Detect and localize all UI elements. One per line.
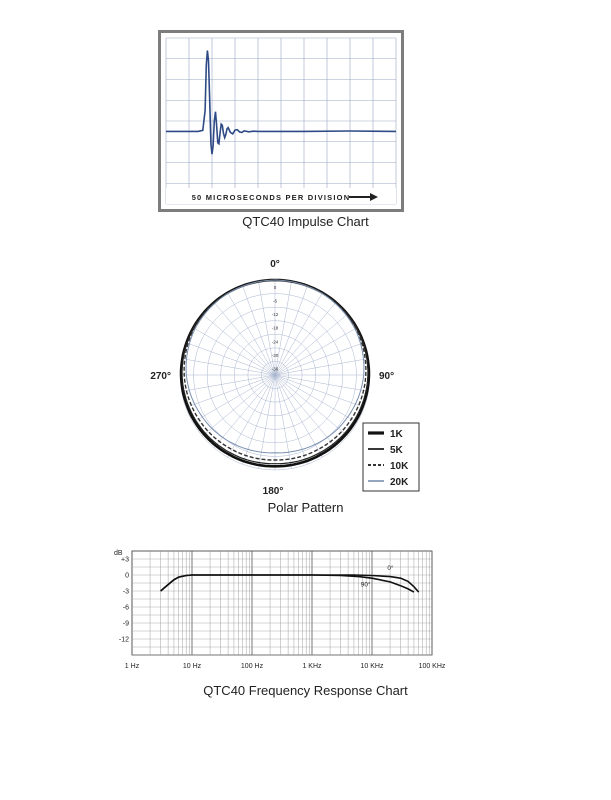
polar-legend-label: 20K — [390, 477, 409, 488]
angle-label-0: 0° — [270, 259, 280, 270]
y-tick-labels: +3 0 -3 -6 -9 -12 — [119, 557, 129, 644]
impulse-chart-title: QTC40 Impulse Chart — [242, 214, 369, 229]
x-tick-label: 10 Hz — [183, 663, 202, 670]
y-tick-label: -6 — [123, 605, 129, 612]
frequency-plot-frame — [131, 550, 433, 656]
polar-series-group — [179, 278, 371, 468]
polar-spoke — [202, 313, 276, 376]
frequency-response-chart: dB +3 0 -3 -6 -9 -12 1 Hz 10 Hz 100 Hz 1 KHz 10 K… — [114, 550, 446, 670]
impulse-chart-grid — [165, 37, 397, 205]
polar-spoke — [274, 342, 365, 376]
polar-spoke — [258, 281, 276, 376]
polar-legend-label: 10K — [390, 461, 409, 472]
impulse-chart: 50 MICROSECONDS PER DIVISION — [158, 30, 404, 212]
polar-curve-20k — [185, 279, 365, 454]
x-tick-labels: 1 Hz 10 Hz 100 Hz 1 KHz 10 KHz 100 KHz — [125, 663, 446, 670]
polar-spoke — [274, 374, 348, 437]
polar-spoke — [274, 358, 369, 376]
impulse-xlabel: 50 MICROSECONDS PER DIVISION — [192, 193, 351, 202]
impulse-trace-group — [166, 50, 397, 155]
x-tick-label: 1 Hz — [125, 663, 140, 670]
y-tick-label: -12 — [119, 637, 129, 644]
polar-spoke — [274, 374, 337, 448]
polar-spoke — [274, 374, 369, 392]
frequency-chart-title: QTC40 Frequency Response Chart — [203, 683, 408, 698]
polar-grid — [179, 279, 371, 471]
polar-spoke — [192, 327, 276, 376]
y-axis-label: dB — [114, 550, 123, 557]
y-tick-label: 0 — [125, 573, 129, 580]
polar-radial-label: -24 — [272, 339, 279, 344]
polar-spoke — [227, 292, 276, 376]
y-tick-label: -3 — [123, 589, 129, 596]
polar-spoke — [185, 374, 276, 408]
polar-chart-title: Polar Pattern — [267, 500, 344, 515]
angle-label-270: 270° — [150, 371, 171, 382]
series-label-90deg: 90° — [361, 580, 371, 588]
y-tick-label: -9 — [123, 621, 129, 628]
series-label-0deg: 0° — [387, 564, 394, 572]
polar-spoke — [274, 327, 358, 376]
polar-legend-label: 1K — [390, 429, 404, 440]
polar-spoke — [213, 374, 276, 448]
polar-legend-label: 5K — [390, 445, 404, 456]
polar-spoke — [274, 374, 323, 458]
polar-spoke — [185, 342, 276, 376]
polar-spoke — [274, 285, 308, 376]
polar-curve-5k — [181, 279, 369, 465]
polar-spoke — [181, 374, 276, 392]
x-tick-label: 10 KHz — [361, 663, 384, 670]
polar-radial-label: -12 — [272, 312, 279, 317]
polar-radial-label: -36 — [272, 366, 279, 371]
polar-spoke — [181, 358, 276, 376]
polar-spoke — [274, 313, 348, 376]
impulse-xlabel-band — [166, 188, 396, 204]
polar-spoke — [242, 285, 276, 376]
polar-spoke — [274, 374, 358, 423]
x-tick-label: 1 KHz — [302, 663, 322, 670]
series-labels: 0° 90° — [361, 564, 394, 588]
polar-spoke — [274, 302, 337, 376]
polar-spoke — [213, 302, 276, 376]
polar-chart: 0 -6 -12 -18 -24 -30 -36 0° 90° 180° 270° 1K 5K… — [150, 259, 420, 497]
polar-radial-label: 0 — [274, 285, 277, 290]
frequency-series-group — [160, 574, 420, 593]
polar-spoke — [192, 374, 276, 423]
frequency-grid — [131, 550, 433, 656]
polar-spoke — [258, 374, 276, 469]
polar-spoke — [274, 374, 292, 469]
impulse-trace — [166, 50, 397, 155]
polar-radial-label: -6 — [273, 299, 277, 304]
polar-spoke — [227, 374, 276, 458]
x-tick-label: 100 Hz — [241, 663, 264, 670]
polar-radial-labels: 0 -6 -12 -18 -24 -30 -36 — [272, 285, 279, 371]
polar-spoke — [274, 374, 365, 408]
arrow-right-icon — [349, 193, 378, 201]
x-tick-label: 100 KHz — [419, 663, 446, 670]
frequency-curve-90deg — [160, 574, 415, 593]
angle-label-180: 180° — [263, 486, 284, 497]
polar-radial-label: -30 — [272, 353, 279, 358]
polar-radial-label: -18 — [272, 326, 279, 331]
polar-curve-10k — [183, 279, 367, 461]
polar-spoke — [202, 374, 276, 437]
polar-spoke — [274, 281, 292, 376]
polar-legend: 1K 5K 10K 20K — [362, 422, 420, 492]
polar-spoke — [274, 292, 323, 376]
angle-label-90: 90° — [379, 371, 394, 382]
y-tick-label: +3 — [121, 557, 129, 564]
